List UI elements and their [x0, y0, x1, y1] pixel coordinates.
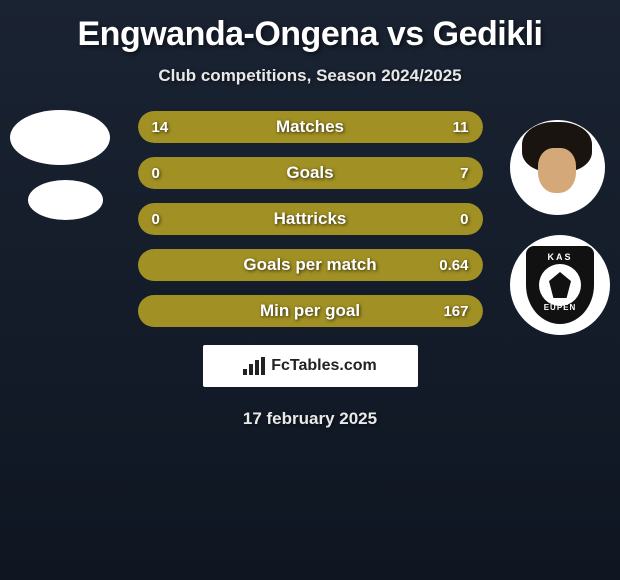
stat-label: Hattricks [274, 209, 347, 229]
club-bottom-text: EUPEN [544, 303, 577, 312]
branding-text: FcTables.com [271, 357, 377, 375]
stat-row: 0 Hattricks 0 [138, 203, 483, 235]
stat-value-right: 7 [460, 165, 468, 182]
stat-label: Min per goal [260, 301, 360, 321]
subtitle: Club competitions, Season 2024/2025 [0, 66, 620, 86]
club-inner-icon [539, 264, 581, 306]
club-top-text: KAS [547, 252, 572, 262]
stat-value-left: 0 [152, 165, 160, 182]
stat-label: Goals per match [243, 255, 376, 275]
stat-value-right: 11 [453, 119, 469, 136]
right-player-avatars: KAS EUPEN [510, 120, 610, 335]
branding-badge: FcTables.com [203, 345, 418, 387]
stat-row: 14 Matches 11 [138, 111, 483, 143]
stat-value-right: 0 [460, 211, 468, 228]
stat-row: Goals per match 0.64 [138, 249, 483, 281]
left-player-avatars [10, 110, 110, 235]
stat-value-right: 0.64 [439, 257, 468, 274]
stat-label: Matches [276, 117, 344, 137]
stat-value-left: 0 [152, 211, 160, 228]
date-label: 17 february 2025 [0, 409, 620, 429]
left-club-avatar [28, 180, 103, 220]
left-player-avatar [10, 110, 110, 165]
stats-container: 14 Matches 11 0 Goals 7 0 Hattricks 0 Goals per m… [138, 111, 483, 327]
club-shield-icon: KAS EUPEN [526, 246, 594, 324]
right-player-avatar [510, 120, 605, 215]
bar-chart-icon [243, 357, 265, 375]
stat-value-left: 14 [152, 119, 169, 136]
stat-row: 0 Goals 7 [138, 157, 483, 189]
right-club-avatar: KAS EUPEN [510, 235, 610, 335]
page-title: Engwanda-Ongena vs Gedikli [0, 15, 620, 54]
stat-value-right: 167 [443, 303, 468, 320]
stat-label: Goals [286, 163, 333, 183]
stat-row: Min per goal 167 [138, 295, 483, 327]
main-container: Engwanda-Ongena vs Gedikli Club competit… [0, 0, 620, 439]
